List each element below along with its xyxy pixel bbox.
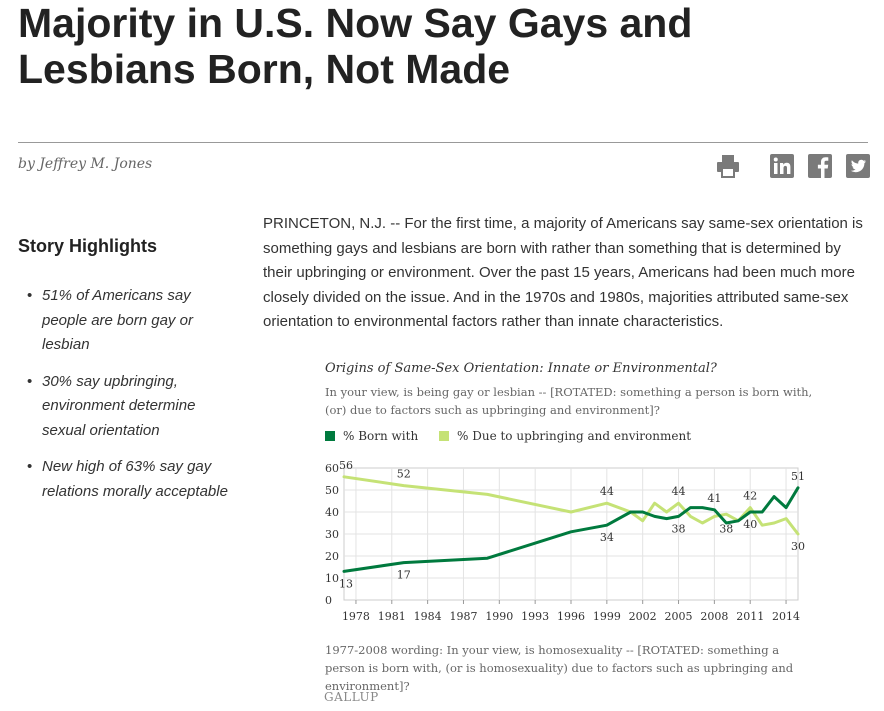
article-intro: PRINCETON, N.J. -- For the first time, a…: [263, 215, 863, 331]
highlight-text: 51% of Americans say people are born gay…: [42, 287, 193, 353]
legend-label-upbringing: % Due to upbringing and environment: [457, 429, 692, 443]
x-tick-label: 2008: [700, 610, 728, 623]
data-label: 41: [707, 492, 721, 505]
bullet-icon: •: [27, 287, 33, 304]
highlight-text: 30% say upbringing, environment determin…: [42, 372, 196, 439]
x-tick-label: 1990: [485, 610, 513, 623]
line-chart: 0 10 20 30 40 50 60 1978 1981 1984 1987 1990 1993 199…: [325, 459, 805, 623]
data-label: 52: [397, 468, 411, 481]
x-tick-label: 1987: [449, 610, 477, 623]
y-tick-label: 0: [325, 594, 332, 607]
linkedin-icon[interactable]: [770, 154, 794, 178]
y-tick-label: 20: [325, 550, 339, 563]
y-tick-label: 40: [325, 506, 339, 519]
chart-subtitle: In your view, is being gay or lesbian --…: [325, 385, 813, 417]
legend-item-born-with: % Born with: [325, 429, 418, 443]
data-label: 42: [743, 490, 757, 503]
x-tick-label: 1999: [593, 610, 621, 623]
gallup-logo: GALLUP: [324, 690, 379, 704]
byline[interactable]: by Jeffrey M. Jones: [18, 156, 153, 172]
data-label: 13: [339, 577, 353, 590]
story-highlights-title: Story Highlights: [18, 236, 157, 256]
data-label: 17: [397, 569, 411, 582]
facebook-icon[interactable]: [808, 154, 832, 178]
series-line-born-with: [342, 486, 800, 573]
x-tick-label: 1978: [342, 610, 370, 623]
print-icon[interactable]: [716, 154, 740, 178]
x-tick-label: 1984: [414, 610, 442, 623]
y-tick-label: 10: [325, 572, 339, 585]
y-tick-label: 50: [325, 484, 339, 497]
data-label: 44: [672, 485, 686, 498]
legend-swatch-upbringing: [439, 431, 449, 441]
data-label: 30: [791, 540, 805, 553]
x-tick-label: 2014: [772, 610, 800, 623]
y-tick-label: 60: [325, 462, 339, 475]
highlight-item: • 51% of Americans say people are born ga…: [18, 284, 228, 358]
data-label: 38: [672, 522, 686, 535]
data-label: 40: [743, 518, 757, 531]
header-divider: [18, 142, 868, 143]
series-line-upbringing: [342, 475, 800, 536]
data-label: 56: [339, 459, 353, 472]
y-tick-label: 30: [325, 528, 339, 541]
bullet-icon: •: [27, 458, 33, 475]
x-tick-label: 2002: [629, 610, 657, 623]
x-tick-label: 1981: [378, 610, 406, 623]
x-tick-label: 2011: [736, 610, 764, 623]
data-label: 44: [600, 485, 614, 498]
data-label: 51: [791, 470, 805, 483]
highlight-item: • New high of 63% say gay relations moral…: [18, 455, 228, 504]
article-headline: Majority in U.S. Now Say Gays and Lesbia…: [18, 0, 693, 92]
data-label: 34: [600, 531, 614, 544]
data-label: 38: [719, 522, 733, 535]
legend-label-born-with: % Born with: [343, 429, 419, 443]
chart-title: Origins of Same-Sex Orientation: Innate …: [325, 361, 717, 376]
twitter-icon[interactable]: [846, 154, 870, 178]
x-tick-label: 1993: [521, 610, 549, 623]
legend-item-upbringing: % Due to upbringing and environment: [439, 429, 691, 443]
chart-wording-note: 1977-2008 wording: In your view, is homo…: [325, 643, 794, 693]
highlight-item: • 30% say upbringing, environment determi…: [18, 370, 228, 444]
story-highlights-list: • 51% of Americans say people are born ga…: [18, 284, 228, 516]
x-tick-label: 1996: [557, 610, 585, 623]
legend-swatch-born-with: [325, 431, 335, 441]
x-tick-label: 2005: [665, 610, 693, 623]
highlight-text: New high of 63% say gay relations morall…: [42, 458, 228, 500]
bullet-icon: •: [27, 372, 33, 390]
